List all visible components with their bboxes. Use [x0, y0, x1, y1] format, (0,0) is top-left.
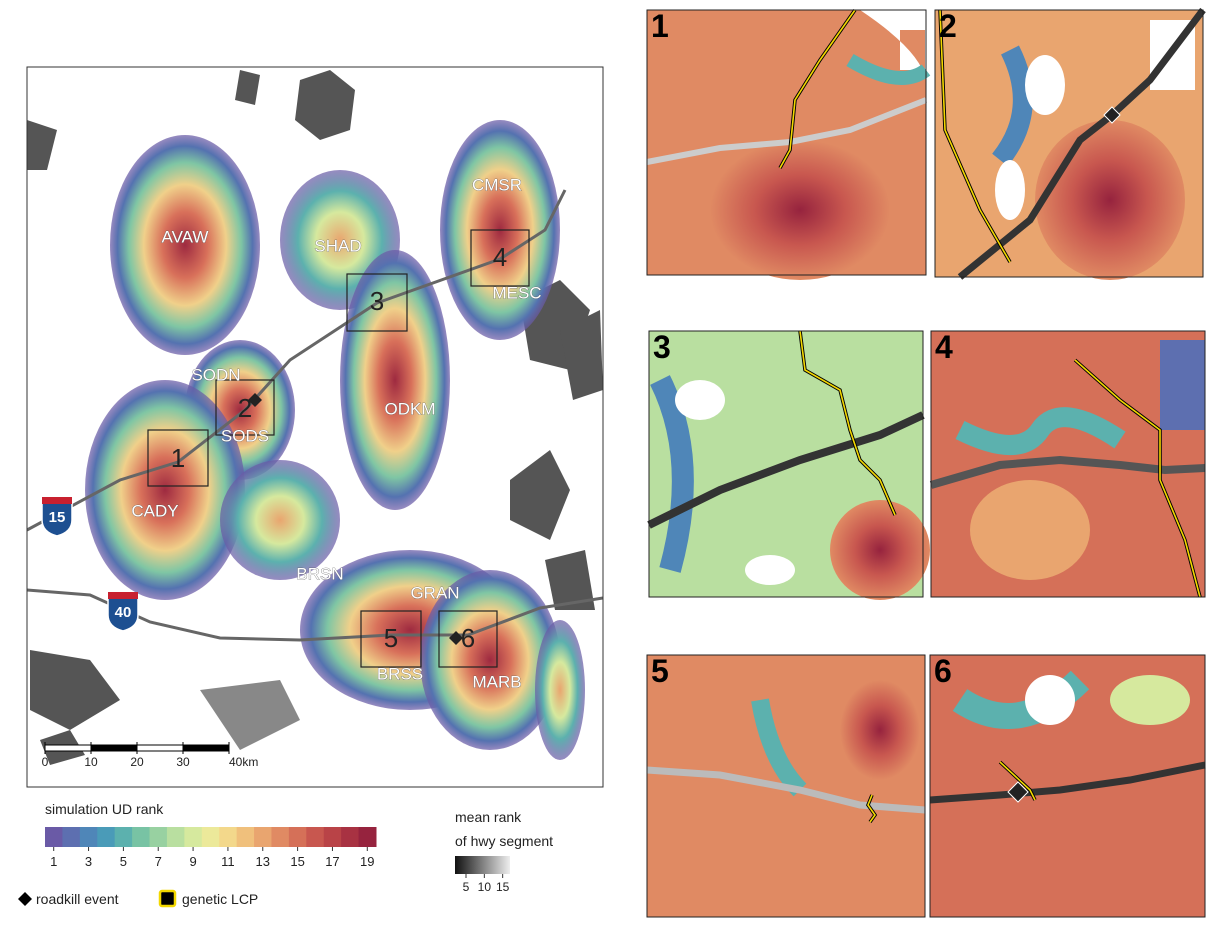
site-label: BRSS	[377, 664, 423, 683]
hwy-colorbar	[455, 856, 510, 874]
panel-number: 2	[939, 8, 957, 44]
colorbar-tick-label: 11	[221, 854, 235, 869]
colorbar-tick-label: 3	[85, 854, 92, 869]
colorbar-tick-label: 13	[256, 854, 270, 869]
colorbar-swatch	[184, 827, 202, 847]
colorbar-tick-label: 15	[290, 854, 304, 869]
site-label: CADY	[131, 501, 178, 520]
site-label: MESC	[492, 283, 541, 302]
colorbar-swatch	[80, 827, 98, 847]
panel	[930, 655, 1205, 917]
shield-label: 15	[49, 509, 66, 526]
scale-bar-segment	[183, 745, 229, 751]
scale-bar-label: 30	[176, 755, 190, 769]
shield-label: 40	[115, 604, 132, 621]
colorbar-swatch	[150, 827, 168, 847]
legend: simulation UD rank mean rank of hwy segm…	[18, 801, 553, 907]
panel-number: 3	[653, 329, 671, 365]
legend-title: mean rank	[455, 809, 522, 825]
shield-15: 15	[42, 497, 72, 536]
colorbar-swatch	[306, 827, 324, 847]
box-number: 3	[370, 286, 384, 316]
colorbar-swatch	[237, 827, 255, 847]
panel	[647, 655, 925, 917]
lcp-symbol	[160, 891, 175, 906]
colorbar-swatch	[115, 827, 133, 847]
colorbar-tick-label: 17	[325, 854, 339, 869]
colorbar-swatch	[45, 827, 63, 847]
scale-bar-segment	[91, 745, 137, 751]
panel	[931, 331, 1205, 597]
scale-bar-label: 10	[84, 755, 98, 769]
box-number: 5	[384, 623, 398, 653]
panel-number: 1	[651, 8, 669, 44]
site-label: AVAW	[162, 227, 209, 246]
colorbar-tick-label: 7	[155, 854, 162, 869]
legend-title: simulation UD rank	[45, 801, 164, 817]
colorbar-swatch	[359, 827, 377, 847]
box-number: 6	[461, 623, 475, 653]
scale-bar-label: 20	[130, 755, 144, 769]
scale-bar-label: 40km	[229, 755, 258, 769]
site-label: SODN	[191, 365, 240, 384]
colorbar-swatch	[62, 827, 80, 847]
map: AVAW SHAD CMSR MESC SODN SODS ODKM CADY …	[27, 67, 603, 787]
colorbar-swatch	[202, 827, 220, 847]
box-number: 2	[238, 393, 252, 423]
site-label: ODKM	[385, 399, 436, 418]
site-label: GRAN	[410, 583, 459, 602]
legend-label: genetic LCP	[182, 891, 258, 907]
site-label: SHAD	[314, 236, 361, 255]
legend-title: of hwy segment	[455, 833, 553, 849]
colorbar-swatch	[289, 827, 307, 847]
scale-bar-label: 0	[42, 755, 49, 769]
site-label: MARB	[472, 672, 521, 691]
colorbar-tick-label: 10	[478, 880, 492, 894]
colorbar-swatch	[254, 827, 272, 847]
legend-label: roadkill event	[36, 891, 119, 907]
colorbar-swatch	[219, 827, 237, 847]
panel-number: 4	[935, 329, 953, 365]
colorbar-swatch	[271, 827, 289, 847]
colorbar-tick-label: 15	[496, 880, 510, 894]
roadkill-symbol	[18, 892, 32, 906]
panel	[649, 331, 930, 600]
inset-panels: 1 2 3 4 5 6	[647, 8, 1205, 917]
site-label: BRSN	[296, 564, 343, 583]
colorbar-tick-label: 19	[360, 854, 374, 869]
colorbar-swatch	[132, 827, 150, 847]
panel	[935, 10, 1203, 280]
site-label: CMSR	[472, 175, 522, 194]
colorbar-tick-label: 5	[120, 854, 127, 869]
site-label: SODS	[221, 426, 269, 445]
shield-40: 40	[108, 592, 138, 631]
panel-number: 6	[934, 653, 952, 689]
colorbar-swatch	[341, 827, 359, 847]
colorbar-swatch	[167, 827, 185, 847]
box-number: 4	[493, 242, 507, 272]
colorbar-swatch	[97, 827, 115, 847]
panel	[647, 10, 926, 280]
colorbar-tick-label: 5	[463, 880, 470, 894]
panel-number: 5	[651, 653, 669, 689]
box-number: 1	[171, 443, 185, 473]
colorbar-swatch	[324, 827, 342, 847]
figure: AVAW SHAD CMSR MESC SODN SODS ODKM CADY …	[0, 0, 1210, 920]
colorbar-tick-label: 9	[189, 854, 196, 869]
colorbar-tick-label: 1	[50, 854, 57, 869]
